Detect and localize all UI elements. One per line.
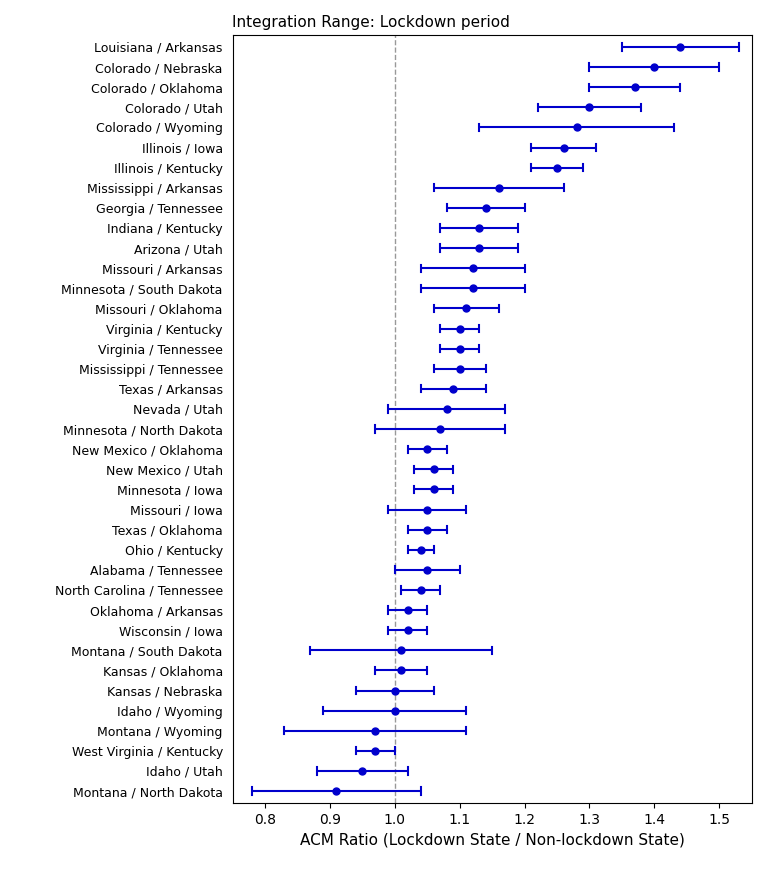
Text: Integration Range: Lockdown period: Integration Range: Lockdown period [232,15,511,30]
X-axis label: ACM Ratio (Lockdown State / Non-lockdown State): ACM Ratio (Lockdown State / Non-lockdown… [300,833,684,848]
